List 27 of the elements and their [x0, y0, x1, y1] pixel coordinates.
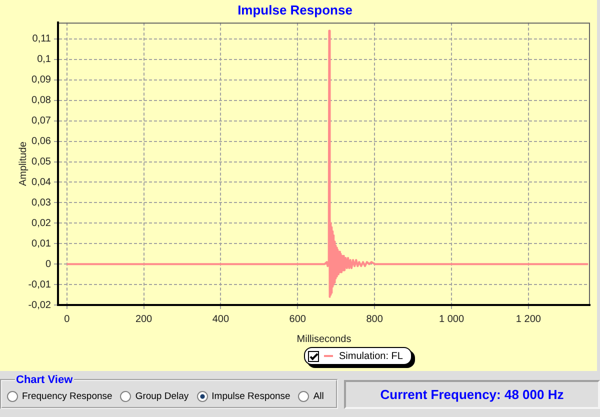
group-box: Chart View Frequency Response Group Delay Impulse Response All: [0, 374, 338, 409]
y-tick-label: 0,1: [37, 54, 52, 66]
y-tick-label: 0,04: [32, 176, 52, 188]
x-tick-label: 600: [289, 314, 306, 325]
y-tick-label: 0,05: [32, 156, 52, 168]
chart-title: Impulse Response: [238, 2, 352, 18]
status-panel: Current Frequency: 48 000 Hz: [344, 380, 600, 409]
legend-label: Simulation: FL: [339, 350, 403, 362]
x-tick-label: 1 200: [516, 314, 542, 325]
y-tick-label: 0: [45, 258, 52, 270]
y-axis-title: Amplitude: [18, 141, 29, 186]
x-tick-label: 200: [135, 314, 153, 325]
x-tick-label: 1 000: [439, 314, 464, 325]
x-axis-title: Milliseconds: [296, 334, 352, 345]
y-tick-label: 0,02: [32, 218, 52, 229]
y-tick-label: 0,01: [32, 238, 52, 250]
y-tick-label: 0,08: [32, 95, 52, 106]
x-tick-label: 400: [212, 314, 230, 325]
y-tick-label: -0,02: [28, 300, 52, 311]
y-tick-label: 0,03: [32, 197, 52, 208]
x-tick-label: 0: [64, 314, 70, 325]
y-tick-label: 0,07: [32, 116, 52, 127]
y-tick-label: -0,01: [28, 279, 52, 290]
x-tick-label: 800: [366, 314, 384, 325]
y-tick-label: 0,09: [32, 74, 52, 86]
y-tick-label: 0,11: [32, 34, 52, 45]
y-tick-label: 0,06: [32, 136, 52, 148]
